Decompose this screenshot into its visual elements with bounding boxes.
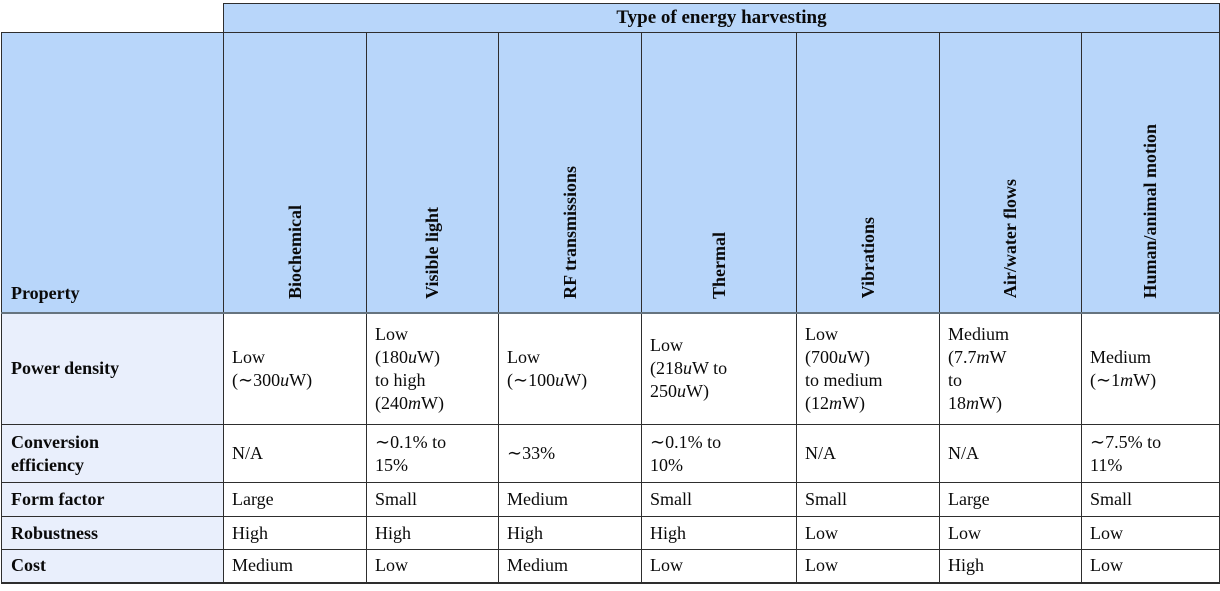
cell: Small bbox=[1080, 482, 1220, 517]
cell: Medium bbox=[498, 482, 642, 517]
cell: Low bbox=[796, 516, 940, 550]
column-header-label: Air/water flows bbox=[1000, 179, 1021, 299]
cell: Low bbox=[366, 549, 499, 584]
energy-harvesting-comparison-table: Type of energy harvesting Property Bioch… bbox=[1, 3, 1220, 584]
row-form-factor: Form factor Large Small Medium Small Sma… bbox=[1, 482, 1220, 517]
cell: ∼0.1% to 15% bbox=[366, 424, 499, 483]
column-header-rf-transmissions: RF transmissions bbox=[498, 32, 642, 314]
cell: Low bbox=[1080, 549, 1220, 584]
cell: High bbox=[498, 516, 642, 550]
title-row: Type of energy harvesting bbox=[1, 3, 1220, 33]
cell: Large bbox=[939, 482, 1082, 517]
column-header-visible-light: Visible light bbox=[366, 32, 499, 314]
cell: High bbox=[939, 549, 1082, 584]
cell: Low bbox=[1080, 516, 1220, 550]
cell: High bbox=[641, 516, 797, 550]
row-power-density: Power density Low (∼300uW) Low (180uW) t… bbox=[1, 312, 1220, 425]
column-header-vibrations: Vibrations bbox=[796, 32, 940, 314]
cell: Medium (7.7mW to 18mW) bbox=[939, 312, 1082, 425]
column-header-biochemical: Biochemical bbox=[223, 32, 367, 314]
row-cost: Cost Medium Low Medium Low Low High Low bbox=[1, 549, 1220, 584]
cell: Medium bbox=[498, 549, 642, 584]
row-conversion-efficiency: Conversion efficiency N/A ∼0.1% to 15% ∼… bbox=[1, 424, 1220, 483]
cell: Low (∼300uW) bbox=[223, 312, 367, 425]
table-title: Type of energy harvesting bbox=[222, 3, 1220, 33]
corner-spacer-cell bbox=[1, 3, 224, 33]
column-header-label: Thermal bbox=[708, 231, 729, 299]
cell: Low (∼100uW) bbox=[498, 312, 642, 425]
column-header-label: Visible light bbox=[422, 206, 443, 299]
column-header-thermal: Thermal bbox=[641, 32, 797, 314]
column-header-row: Property Biochemical Visible light RF tr… bbox=[1, 32, 1220, 314]
cell: Small bbox=[366, 482, 499, 517]
column-header-label: Vibrations bbox=[857, 217, 878, 299]
cell: Large bbox=[223, 482, 367, 517]
row-label-form-factor: Form factor bbox=[1, 482, 224, 517]
cell: N/A bbox=[796, 424, 940, 483]
cell: High bbox=[366, 516, 499, 550]
cell: N/A bbox=[223, 424, 367, 483]
column-header-air-water-flows: Air/water flows bbox=[939, 32, 1082, 314]
row-label-cost: Cost bbox=[1, 549, 224, 584]
cell: N/A bbox=[939, 424, 1082, 483]
cell: Medium bbox=[223, 549, 367, 584]
cell: Small bbox=[796, 482, 940, 517]
property-header: Property bbox=[1, 32, 224, 314]
cell: Small bbox=[641, 482, 797, 517]
cell: Low (700uW) to medium (12mW) bbox=[796, 312, 940, 425]
cell: High bbox=[223, 516, 367, 550]
cell: Medium (∼1mW) bbox=[1080, 312, 1220, 425]
row-label-robustness: Robustness bbox=[1, 516, 224, 550]
column-header-human-animal-motion: Human/animal motion bbox=[1080, 32, 1220, 314]
column-header-label: Biochemical bbox=[284, 204, 305, 299]
cell: Low (218uW to 250uW) bbox=[641, 312, 797, 425]
cell: Low bbox=[796, 549, 940, 584]
cell: ∼33% bbox=[498, 424, 642, 483]
cell: Low bbox=[641, 549, 797, 584]
row-label-conversion-efficiency: Conversion efficiency bbox=[1, 424, 224, 483]
cell: ∼0.1% to 10% bbox=[641, 424, 797, 483]
row-robustness: Robustness High High High High Low Low L… bbox=[1, 516, 1220, 550]
cell: Low (180uW) to high (240mW) bbox=[366, 312, 499, 425]
cell: Low bbox=[939, 516, 1082, 550]
cell: ∼7.5% to 11% bbox=[1080, 424, 1220, 483]
column-header-label: Human/animal motion bbox=[1140, 123, 1161, 299]
column-header-label: RF transmissions bbox=[559, 165, 580, 299]
row-label-power-density: Power density bbox=[1, 312, 224, 425]
